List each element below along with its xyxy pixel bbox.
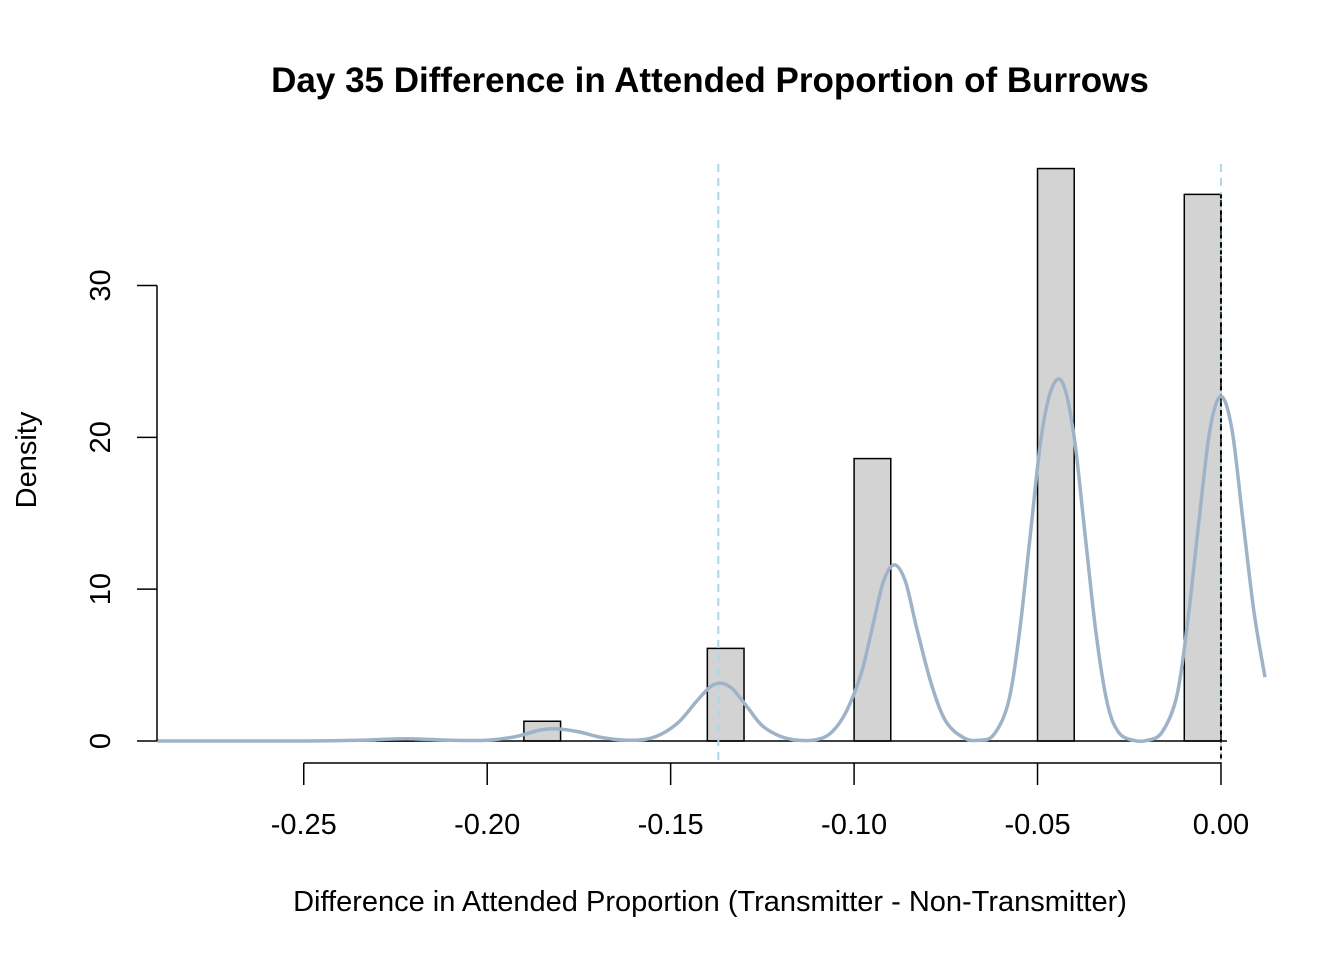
x-tick-label: -0.05 bbox=[1004, 809, 1070, 841]
chart-title: Day 35 Difference in Attended Proportion… bbox=[271, 61, 1149, 100]
y-tick-label: 30 bbox=[85, 269, 117, 301]
x-tick-label: 0.00 bbox=[1193, 809, 1249, 841]
histogram-bar-5 bbox=[1183, 193, 1222, 742]
x-axis: -0.25 -0.20 -0.15 -0.10 -0.05 0.00 bbox=[271, 762, 1249, 841]
y-tick-label: 20 bbox=[85, 421, 117, 453]
x-tick-label: -0.20 bbox=[454, 809, 520, 841]
density-curve bbox=[156, 377, 1267, 744]
y-tick-label: 10 bbox=[85, 573, 117, 605]
y-tick-label: 0 bbox=[85, 733, 117, 749]
y-axis: 0 10 20 30 bbox=[85, 269, 158, 749]
x-axis-label: Difference in Attended Proportion (Trans… bbox=[293, 886, 1127, 918]
x-tick-label: -0.10 bbox=[821, 809, 887, 841]
histogram-bar-4 bbox=[1036, 167, 1075, 742]
reference-lines bbox=[717, 164, 1222, 763]
x-tick-label: -0.25 bbox=[271, 809, 337, 841]
histogram-bars bbox=[157, 167, 1227, 742]
x-tick-label: -0.15 bbox=[638, 809, 704, 841]
density-curve-layer bbox=[156, 377, 1267, 744]
y-axis-label: Density bbox=[11, 411, 43, 508]
histogram-bar-3 bbox=[853, 457, 892, 742]
